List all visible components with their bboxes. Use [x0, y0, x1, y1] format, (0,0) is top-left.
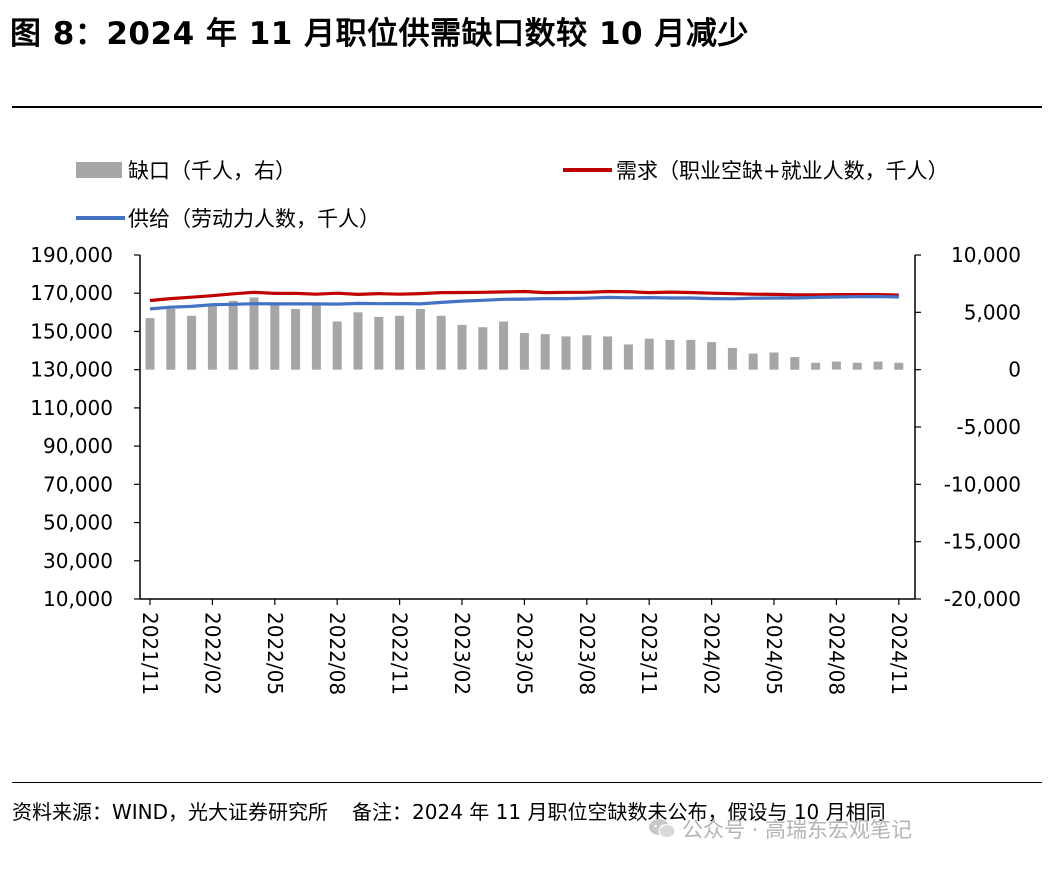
footer-divider — [12, 782, 1042, 783]
legend-demand-label: 需求（职业空缺+就业人数，千人） — [616, 159, 949, 183]
right-tick-label: -20,000 — [944, 587, 1021, 611]
left-tick-label: 170,000 — [30, 281, 113, 305]
left-tick-label: 70,000 — [43, 472, 113, 496]
gap-bar — [873, 361, 883, 370]
source-text: 资料来源：WIND，光大证券研究所 — [12, 800, 329, 824]
left-tick-label: 10,000 — [43, 587, 113, 611]
gap-bar — [499, 321, 509, 370]
gap-bar — [831, 361, 841, 370]
gap-bar — [665, 339, 675, 370]
x-tick-label: 2023/02 — [450, 612, 474, 695]
x-tick-label: 2022/08 — [325, 612, 349, 695]
watermark-text: 公众号 · 高瑞东宏观笔记 — [682, 818, 913, 842]
x-axis-ticks: 2021/11 2022/02 2022/05 2022/08 2022/11 2023/… — [138, 599, 911, 695]
gap-bar — [894, 362, 904, 370]
gap-bars — [145, 297, 904, 370]
x-tick-label: 2022/02 — [200, 612, 224, 695]
x-tick-label: 2021/11 — [138, 612, 162, 695]
gap-bar — [291, 308, 301, 370]
gap-bar — [852, 362, 862, 370]
x-tick-label: 2023/05 — [512, 612, 536, 695]
gap-bar — [707, 342, 717, 370]
legend: 缺口（千人，右） 需求（职业空缺+就业人数，千人） 供给（劳动力人数，千人） — [76, 159, 949, 231]
left-tick-label: 90,000 — [43, 434, 113, 458]
x-tick-label: 2024/05 — [762, 612, 786, 695]
x-tick-label: 2024/02 — [700, 612, 724, 695]
note-text: 备注：2024 年 11 月职位空缺数未公布，假设与 10 月相同 — [352, 800, 886, 824]
gap-bar — [166, 308, 176, 370]
gap-bar — [332, 321, 342, 370]
gap-bar — [249, 297, 259, 370]
gap-bar — [374, 316, 384, 370]
watermark: 公众号 · 高瑞东宏观笔记 — [648, 814, 912, 844]
supply-line — [149, 294, 899, 311]
left-axis-ticks: 10,000 30,000 50,000 70,000 90,000 110,000 130… — [30, 243, 140, 611]
gap-bar — [582, 335, 592, 370]
gap-bar — [311, 305, 321, 370]
gap-bar — [686, 339, 696, 370]
gap-bar — [207, 305, 217, 370]
title-divider — [12, 106, 1042, 108]
left-tick-label: 130,000 — [30, 358, 113, 382]
gap-bar — [270, 303, 280, 370]
x-tick-label: 2024/11 — [887, 612, 911, 695]
chart-title: 图 8：2024 年 11 月职位供需缺口数较 10 月减少 — [10, 16, 749, 52]
left-tick-label: 50,000 — [43, 511, 113, 535]
x-tick-label: 2023/11 — [637, 612, 661, 695]
left-tick-label: 110,000 — [30, 396, 113, 420]
gap-bar — [644, 338, 654, 370]
gap-bar — [727, 347, 737, 370]
left-tick-label: 30,000 — [43, 549, 113, 573]
gap-bar — [478, 327, 488, 370]
right-tick-label: 5,000 — [964, 300, 1021, 324]
gap-bar — [187, 315, 197, 370]
x-tick-label: 2024/08 — [824, 612, 848, 695]
legend-gap-swatch — [76, 162, 122, 178]
gap-bar — [540, 334, 550, 370]
gap-bar — [623, 344, 633, 370]
line-series — [149, 289, 899, 311]
gap-bar — [748, 353, 758, 370]
left-tick-label: 190,000 — [30, 243, 113, 267]
wechat-icon — [649, 819, 676, 838]
gap-bar — [353, 312, 363, 370]
gap-bar — [603, 336, 613, 370]
right-tick-label: -10,000 — [944, 472, 1021, 496]
gap-bar — [811, 362, 821, 370]
footnote: 资料来源：WIND，光大证券研究所 备注：2024 年 11 月职位空缺数未公布，… — [12, 796, 1042, 828]
gap-bar — [395, 315, 405, 370]
gap-bar — [415, 308, 425, 370]
legend-gap-label: 缺口（千人，右） — [128, 159, 296, 183]
right-tick-label: -5,000 — [957, 415, 1021, 439]
right-tick-label: 10,000 — [951, 243, 1021, 267]
demand-line — [149, 289, 899, 303]
x-tick-label: 2022/11 — [388, 612, 412, 695]
right-axis-ticks: -20,000 -15,000 -10,000 -5,000 0 5,000 10,000 — [915, 243, 1021, 611]
gap-bar — [790, 357, 800, 370]
left-tick-label: 150,000 — [30, 319, 113, 343]
gap-bar — [561, 336, 571, 370]
gap-bar — [457, 324, 467, 370]
gap-bar — [769, 352, 779, 370]
gap-bar — [519, 333, 529, 370]
gap-bar — [228, 300, 238, 370]
gap-bar — [436, 315, 446, 370]
legend-supply-label: 供给（劳动力人数，千人） — [128, 207, 380, 231]
right-tick-label: 0 — [1008, 358, 1021, 382]
x-tick-label: 2022/05 — [263, 612, 287, 695]
right-tick-label: -15,000 — [944, 530, 1021, 554]
x-tick-label: 2023/08 — [575, 612, 599, 695]
gap-bar — [145, 318, 155, 370]
